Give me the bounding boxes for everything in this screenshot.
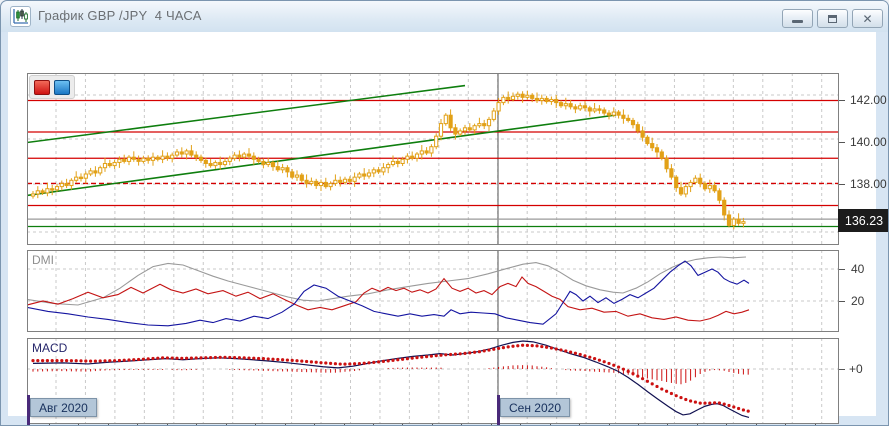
x-axis-tick bbox=[78, 424, 80, 425]
x-axis-tick bbox=[579, 424, 581, 425]
macd-panel[interactable] bbox=[27, 338, 839, 424]
x-axis-tick bbox=[490, 424, 492, 425]
x-axis-tick bbox=[667, 424, 669, 425]
x-axis-tick bbox=[461, 424, 463, 425]
x-axis-tick bbox=[608, 424, 610, 425]
window-title: График GBP /JPY 4 ЧАСА bbox=[38, 8, 202, 23]
minimize-icon bbox=[792, 20, 803, 23]
x-axis-tick bbox=[549, 424, 551, 425]
titlebar[interactable]: График GBP /JPY 4 ЧАСА ✕ bbox=[1, 1, 888, 32]
close-button[interactable]: ✕ bbox=[852, 9, 883, 28]
x-axis-tick bbox=[726, 424, 728, 425]
x-axis-tick bbox=[137, 424, 139, 425]
price-axis-label: 138.00 bbox=[850, 177, 887, 191]
x-axis-tick bbox=[785, 424, 787, 425]
restore-button[interactable] bbox=[817, 9, 848, 28]
x-axis-tick bbox=[814, 424, 816, 425]
x-axis-tick bbox=[638, 424, 639, 425]
x-axis-tick bbox=[49, 424, 50, 425]
content-area: DMI MACD 142.00 140.00 138.00 136.23 40 … bbox=[8, 32, 888, 425]
month-badge-sep: Сен 2020 bbox=[500, 398, 570, 417]
dmi-axis-tick bbox=[839, 269, 845, 270]
month-separator-bar bbox=[497, 395, 500, 425]
dmi-axis-label: 20 bbox=[851, 294, 865, 308]
x-axis-tick bbox=[520, 424, 522, 425]
price-axis-tick bbox=[839, 100, 845, 101]
restore-icon bbox=[828, 14, 837, 23]
last-price-badge: 136.23 bbox=[838, 209, 888, 232]
x-axis-tick bbox=[696, 424, 698, 425]
price-axis-label: 142.00 bbox=[850, 93, 887, 107]
macd-axis-tick bbox=[839, 369, 845, 370]
dmi-panel[interactable] bbox=[27, 250, 839, 332]
x-axis-tick bbox=[314, 424, 316, 425]
marker-buttons-panel bbox=[29, 75, 75, 99]
x-axis-tick bbox=[343, 424, 345, 425]
dmi-axis-label: 40 bbox=[851, 262, 865, 276]
x-axis-tick bbox=[755, 424, 757, 425]
macd-plot bbox=[28, 339, 838, 423]
price-chart-panel[interactable] bbox=[27, 73, 839, 245]
x-axis-tick bbox=[284, 424, 286, 425]
price-chart-plot bbox=[28, 74, 838, 244]
x-axis-tick bbox=[225, 424, 227, 425]
price-axis-tick bbox=[839, 142, 845, 143]
candlestick-chart-icon bbox=[10, 6, 31, 27]
red-marker-button[interactable] bbox=[34, 80, 50, 95]
month-separator-bar bbox=[27, 395, 30, 425]
macd-axis-label: +0 bbox=[849, 362, 863, 376]
x-axis-tick bbox=[402, 424, 404, 425]
x-axis-tick bbox=[196, 424, 198, 425]
price-axis-label: 140.00 bbox=[850, 135, 887, 149]
month-badge-aug: Авг 2020 bbox=[30, 398, 97, 417]
x-axis-tick bbox=[431, 424, 433, 425]
x-axis-tick bbox=[372, 424, 374, 425]
price-axis-tick bbox=[839, 184, 845, 185]
minimize-button[interactable] bbox=[782, 9, 813, 28]
blue-marker-button[interactable] bbox=[54, 80, 70, 95]
dmi-plot bbox=[28, 251, 838, 331]
close-icon: ✕ bbox=[862, 11, 873, 26]
dmi-axis-tick bbox=[839, 301, 845, 302]
macd-label: MACD bbox=[32, 341, 68, 355]
dmi-label: DMI bbox=[32, 253, 54, 267]
x-axis-tick bbox=[107, 424, 109, 425]
x-axis-tick bbox=[255, 424, 257, 425]
x-axis-tick bbox=[166, 424, 168, 425]
